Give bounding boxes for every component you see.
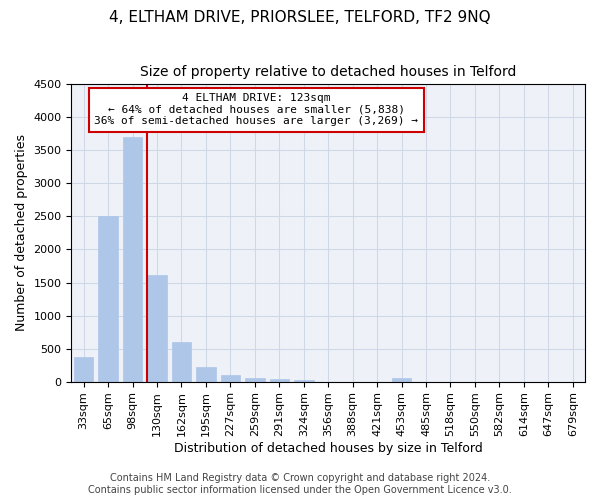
- Bar: [123, 137, 142, 382]
- Y-axis label: Number of detached properties: Number of detached properties: [15, 134, 28, 332]
- Bar: [172, 342, 191, 382]
- Bar: [294, 380, 314, 382]
- Bar: [392, 378, 412, 382]
- Bar: [74, 357, 94, 382]
- Text: Contains HM Land Registry data © Crown copyright and database right 2024.
Contai: Contains HM Land Registry data © Crown c…: [88, 474, 512, 495]
- Bar: [269, 378, 289, 382]
- Bar: [196, 367, 215, 382]
- Title: Size of property relative to detached houses in Telford: Size of property relative to detached ho…: [140, 65, 517, 79]
- X-axis label: Distribution of detached houses by size in Telford: Distribution of detached houses by size …: [174, 442, 482, 455]
- Text: 4 ELTHAM DRIVE: 123sqm
← 64% of detached houses are smaller (5,838)
36% of semi-: 4 ELTHAM DRIVE: 123sqm ← 64% of detached…: [94, 94, 418, 126]
- Bar: [221, 375, 240, 382]
- Bar: [98, 216, 118, 382]
- Bar: [245, 378, 265, 382]
- Text: 4, ELTHAM DRIVE, PRIORSLEE, TELFORD, TF2 9NQ: 4, ELTHAM DRIVE, PRIORSLEE, TELFORD, TF2…: [109, 10, 491, 25]
- Bar: [147, 274, 167, 382]
